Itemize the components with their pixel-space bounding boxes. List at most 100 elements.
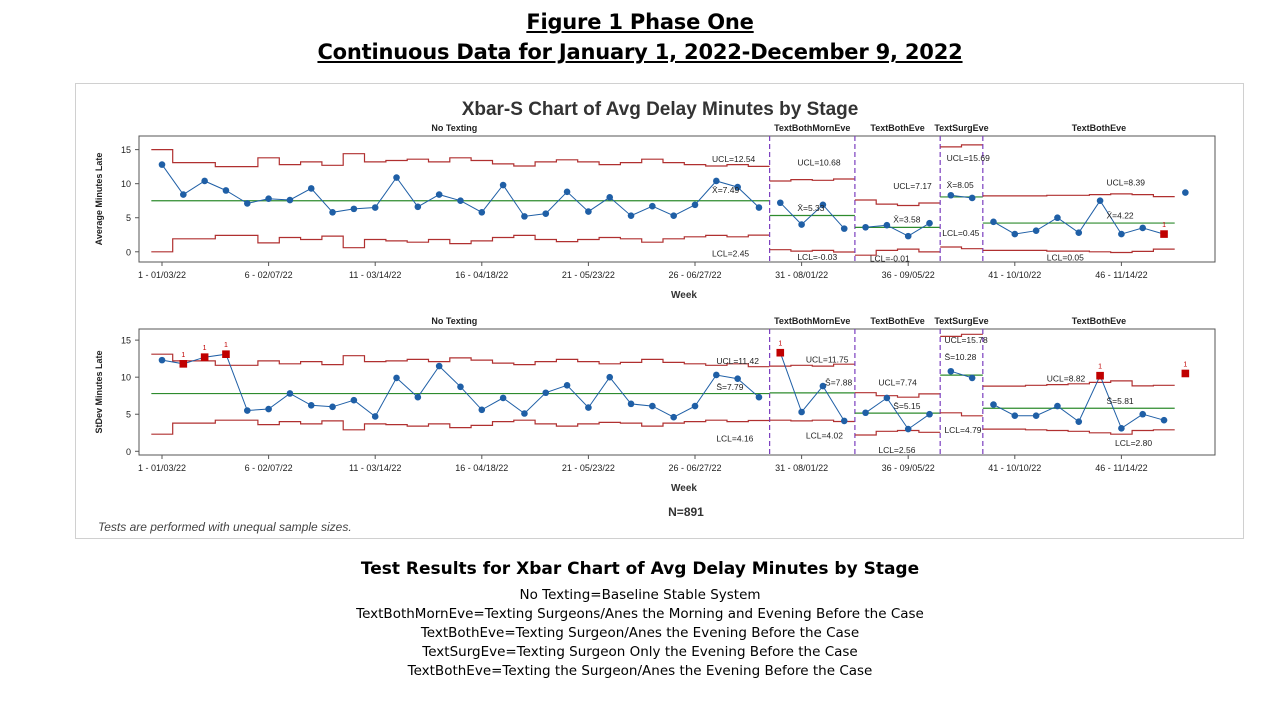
s-series-line: [950, 370, 973, 379]
s-point: [435, 362, 443, 370]
xbar-series-line: [993, 199, 1165, 235]
xbar-point: [798, 221, 805, 228]
s-lcl-line: [769, 419, 855, 423]
chart-footnote: Tests are performed with unequal sample …: [98, 520, 352, 534]
xbar-x-axis-label: Week: [671, 290, 697, 301]
s-point: [1032, 412, 1040, 420]
s-limit-label: UCL=8.82: [1047, 374, 1086, 384]
s-limit-label: UCL=15.78: [944, 335, 988, 345]
xbar-point: [819, 201, 827, 209]
legend-note-textbotheve: TextBothEve=Texting Surgeon/Anes the Eve…: [420, 625, 860, 641]
s-ucl-line: [854, 392, 941, 398]
s-stage-label: TextSurgEve: [934, 316, 988, 326]
s-point: [1075, 418, 1083, 425]
xbar-series-line: [865, 222, 930, 237]
s-point: [265, 405, 272, 413]
xbar-point: [307, 185, 315, 192]
s-limit-label: UCL=11.75: [806, 354, 849, 364]
xbar-y-axis-label: Average Minutes Late: [94, 153, 104, 246]
xbar-x-tick-label: 6 - 02/07/22: [245, 270, 293, 280]
xbar-point: [1011, 230, 1019, 238]
xbar-y-tick-label: 5: [126, 213, 131, 223]
s-point: [1011, 412, 1019, 420]
xbar-point: [883, 221, 891, 229]
xbar-limit-label: X̄=4.22: [1106, 210, 1133, 220]
xbar-series-line: [161, 164, 760, 217]
xbar-limit-label: X̄=3.58: [893, 214, 920, 224]
xbar-limit-label: LCL=2.45: [712, 249, 749, 259]
s-test-flag: 1: [1098, 364, 1102, 371]
s-point: [350, 396, 358, 404]
xbar-lcl-line: [982, 248, 1175, 254]
s-point-out-of-control: [1181, 369, 1190, 378]
s-point: [606, 373, 614, 381]
s-point: [713, 371, 720, 379]
xbar-point: [478, 208, 486, 216]
xbar-point: [670, 212, 677, 219]
s-point-out-of-control: [776, 348, 785, 357]
s-point: [542, 389, 550, 397]
s-point: [819, 382, 827, 390]
s-series-line: [779, 352, 845, 422]
xbar-ucl-line: [151, 149, 770, 168]
xbar-stage-label: TextSurgEve: [934, 123, 988, 133]
xbar-point: [713, 177, 720, 185]
xbar-point: [606, 193, 614, 201]
s-x-tick-label: 26 - 06/27/22: [668, 463, 721, 473]
s-limit-label: S̄=7.88: [825, 377, 852, 387]
s-limit-label: UCL=11.42: [716, 356, 759, 366]
xbar-point: [457, 197, 464, 205]
s-point-out-of-control: [222, 350, 230, 358]
xbar-point: [1032, 227, 1040, 234]
xbar-stage-label: No Texting: [431, 123, 477, 133]
xbar-point: [393, 174, 400, 181]
xbar-point: [862, 223, 869, 231]
s-test-flag: 1: [224, 342, 228, 349]
xbar-point: [371, 204, 379, 211]
s-test-flag: 1: [181, 352, 185, 359]
xbar-point: [180, 191, 187, 198]
xbar-point: [904, 232, 912, 240]
s-point: [883, 394, 891, 402]
xbar-point: [1118, 230, 1125, 238]
s-point: [478, 406, 486, 414]
xbar-point: [350, 205, 358, 213]
test-results-title: Test Results for Xbar Chart of Avg Delay…: [360, 559, 920, 579]
s-limit-label: LCL=2.56: [878, 445, 915, 455]
s-limit-label: S̄=5.15: [893, 401, 920, 411]
s-stage-label: TextBothMornEve: [774, 316, 850, 326]
s-y-tick-label: 5: [126, 410, 131, 420]
xbar-point: [691, 201, 699, 209]
xbar-limit-label: LCL=-0.01: [870, 253, 910, 263]
xbar-y-tick-label: 15: [121, 145, 131, 155]
s-lcl-line: [982, 428, 1175, 435]
s-point-out-of-control: [179, 360, 188, 368]
s-ucl-line: [940, 333, 983, 337]
s-lcl-line: [940, 412, 983, 417]
s-point-out-of-control: [1096, 371, 1104, 380]
s-point: [926, 410, 933, 418]
s-x-tick-label: 41 - 10/10/22: [988, 463, 1041, 473]
s-x-tick-label: 11 - 03/14/22: [349, 463, 401, 473]
xbar-limit-label: UCL=10.68: [797, 157, 841, 167]
s-y-tick-label: 15: [121, 336, 131, 346]
xbar-point: [243, 200, 251, 207]
s-point: [286, 390, 294, 397]
xbar-point: [1075, 229, 1083, 237]
xbar-point: [222, 187, 230, 194]
xbar-test-flag: 1: [1162, 222, 1166, 229]
s-y-axis-label: StDev Minutes Late: [94, 350, 104, 433]
s-x-tick-label: 16 - 04/18/22: [455, 463, 508, 473]
s-limit-label: LCL=4.02: [806, 431, 843, 441]
s-limit-label: S̄=7.79: [716, 382, 743, 392]
xbar-x-tick-label: 36 - 09/05/22: [882, 270, 935, 280]
xbar-point: [521, 213, 528, 220]
s-point: [862, 409, 869, 417]
xbar-limit-label: UCL=12.54: [712, 154, 756, 164]
xbar-point: [947, 191, 955, 199]
xbar-point: [329, 208, 336, 216]
xbar-point: [926, 219, 933, 227]
s-test-flag: 1: [203, 345, 207, 352]
xbar-y-tick-label: 0: [126, 247, 131, 257]
xbar-point: [840, 225, 848, 232]
